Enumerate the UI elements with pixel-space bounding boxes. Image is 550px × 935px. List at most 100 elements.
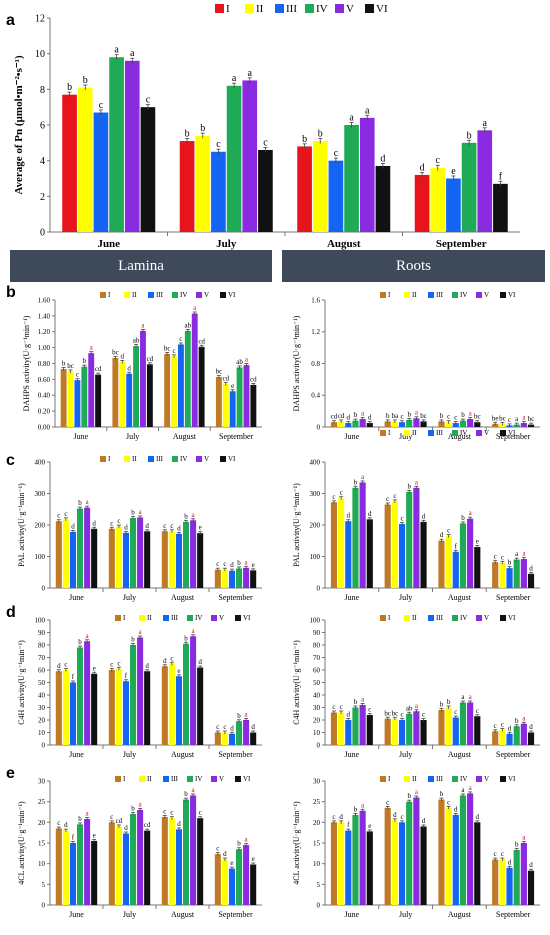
chart-c4h_lamina: 0 10 20 30 40 50 60 70 80 90 100 C4H activity(U·g⁻¹… [17, 614, 262, 759]
legend-swatch-V [211, 776, 217, 782]
bar-IV-August [459, 523, 467, 588]
bar-III-June [345, 521, 352, 588]
significance-letter: e [177, 667, 180, 675]
y-tick-label: 200 [35, 521, 46, 529]
bar-VI-September [250, 384, 257, 427]
chart-pal_lamina: 0 100 200 300 400 PAL activity(U·g⁻¹min⁻¹) Jun… [17, 455, 262, 602]
significance-letter: d [71, 522, 75, 530]
legend-label-V: V [219, 614, 224, 622]
bar-III-August [452, 814, 459, 905]
significance-letter: c [263, 137, 268, 148]
legend-label-IV: IV [180, 455, 187, 463]
bar-V-June [84, 507, 91, 588]
significance-letter: bc [499, 414, 506, 422]
legend-label-III: III [171, 614, 179, 622]
y-tick-label: 1.60 [38, 296, 51, 304]
bar-I-July [384, 718, 391, 745]
lamina-banner-label: Lamina [118, 257, 164, 274]
y-tick-label: 400 [310, 458, 321, 466]
bar-V-August [467, 518, 474, 588]
significance-letter: f [347, 821, 350, 829]
significance-letter: a [415, 478, 419, 486]
legend-swatch-III [428, 292, 434, 298]
bar-III-August [452, 717, 459, 745]
legend-label-I: I [226, 3, 230, 15]
x-tick-label: June [74, 432, 89, 441]
bar-V-September [243, 845, 250, 905]
bar-III-June [345, 830, 352, 905]
legend-swatch-I [380, 615, 386, 621]
bar-IV-June [352, 707, 359, 745]
legend-label-VI: VI [243, 614, 251, 622]
x-tick-label: August [448, 750, 472, 759]
significance-letter: e [252, 561, 255, 569]
significance-letter: b [67, 82, 72, 93]
significance-letter: e [368, 822, 371, 830]
significance-letter: d [368, 414, 372, 422]
bar-III-July [398, 720, 406, 745]
significance-letter: d [145, 662, 149, 670]
significance-letter: c [334, 148, 339, 159]
x-tick-label: July [216, 238, 237, 250]
y-tick-label: 1.20 [38, 328, 51, 336]
legend-swatch-III [148, 292, 154, 298]
bar-VI-June [366, 519, 373, 588]
bar-V-August [190, 520, 197, 588]
significance-letter: b [131, 509, 135, 517]
y-tick-label: 20 [313, 819, 321, 827]
bar-I-September [215, 376, 222, 427]
bar-VI-August [197, 667, 204, 745]
significance-letter: b [440, 701, 444, 709]
bar-VI-August [474, 547, 481, 588]
x-tick-label: August [448, 910, 472, 919]
panel-letter-c: c [6, 452, 15, 469]
significance-letter: e [476, 538, 479, 546]
bar-I-September [214, 854, 221, 905]
significance-letter: c [117, 659, 120, 667]
y-tick-label: 20 [38, 819, 46, 827]
x-tick-label: June [345, 910, 360, 919]
bar-VI-June [91, 840, 98, 905]
legend-label-II: II [412, 291, 417, 299]
x-tick-label: September [496, 750, 531, 759]
y-tick-label: 0.00 [38, 423, 51, 431]
significance-letter: cd [338, 412, 345, 420]
significance-letter: a [415, 702, 419, 710]
significance-letter: d [368, 510, 372, 518]
significance-letter: c [501, 850, 504, 858]
bar-V-July [140, 330, 146, 427]
y-tick-label: 50 [38, 679, 46, 687]
bar-IV-August [344, 125, 359, 232]
significance-letter: b [515, 841, 519, 849]
bar-III-September [506, 733, 513, 745]
significance-letter: b [237, 712, 241, 720]
bar-I-June [55, 828, 62, 905]
bar-VI-August [474, 822, 481, 905]
bar-IV-September [236, 367, 243, 427]
bar-V-July [137, 637, 144, 745]
significance-letter: e [230, 859, 233, 867]
significance-letter: c [454, 708, 457, 716]
significance-letter: ab [236, 358, 243, 366]
significance-letter: b [461, 411, 465, 419]
significance-letter: a [192, 511, 196, 519]
bar-I-August [161, 816, 168, 905]
legend-swatch-VI [500, 615, 506, 621]
legend-label-VI: VI [228, 455, 236, 463]
bar-IV-September [513, 726, 520, 745]
legend-swatch-III [163, 615, 169, 621]
significance-letter: b [508, 559, 512, 567]
bar-IV-June [352, 420, 359, 427]
legend-label-VI: VI [228, 291, 236, 299]
significance-letter: c [170, 809, 173, 817]
legend-swatch-V [335, 4, 344, 13]
significance-letter: e [199, 524, 202, 532]
significance-letter: a [245, 836, 249, 844]
legend-swatch-I [100, 292, 106, 298]
bar-IV-June [77, 824, 84, 905]
legend-label-VI: VI [508, 429, 516, 437]
significance-letter: d [339, 813, 343, 821]
significance-letter: a [86, 632, 90, 640]
significance-letter: b [354, 805, 358, 813]
